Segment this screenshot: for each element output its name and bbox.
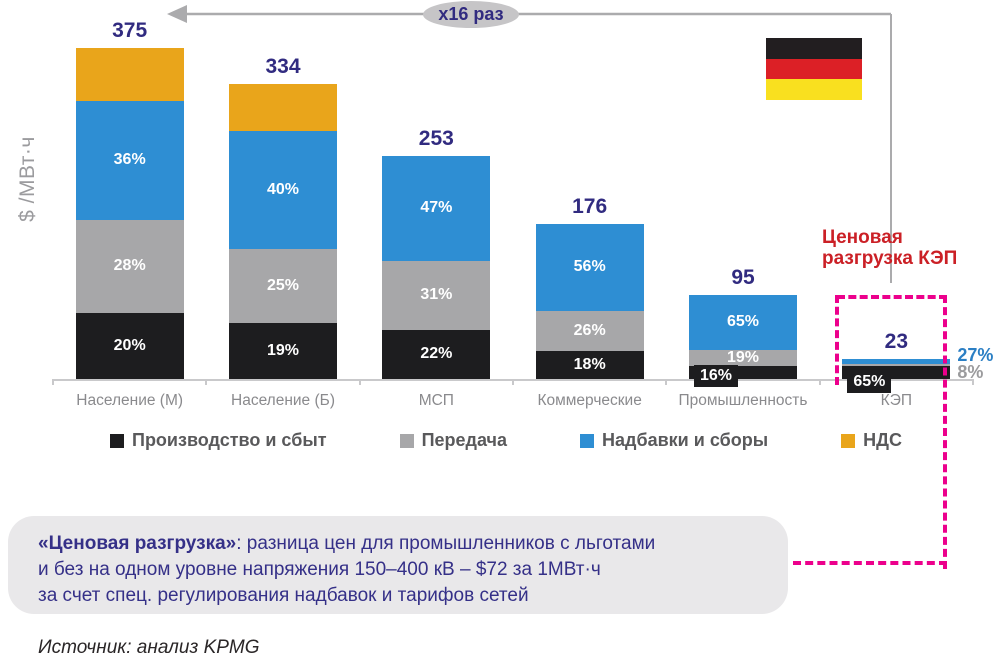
bar-segment <box>229 84 337 132</box>
note-line-1-rest: : разница цен для промышленников с льгот… <box>236 533 656 554</box>
legend-item: Передача <box>399 430 507 451</box>
note-lead: «Ценовая разгрузка» <box>38 533 237 554</box>
x-axis-category-label: Промышленность <box>678 392 808 409</box>
segment-label-badge: 16% <box>694 365 739 387</box>
segment-label: 26% <box>573 321 606 339</box>
legend-label: НДС <box>863 430 902 450</box>
legend-item: Надбавки и сборы <box>580 430 768 451</box>
bar-value-label: 23 <box>884 329 909 353</box>
bar-segment: 47% <box>382 155 491 261</box>
segment-label: 28% <box>113 257 146 275</box>
segment-label: 25% <box>266 277 300 295</box>
legend-item: НДС <box>841 430 902 451</box>
bar-segment: 20% <box>75 312 184 379</box>
legend-label: Надбавки и сборы <box>602 430 769 450</box>
dashed-highlight-right <box>943 295 947 569</box>
bar-segment: 36% <box>75 100 184 221</box>
legend-swatch <box>841 433 856 448</box>
segment-label-right: 27% <box>957 345 994 365</box>
bar-value-label: 334 <box>265 55 301 79</box>
bar-segment: 28% <box>75 220 184 313</box>
bar-value-label: 95 <box>731 266 755 290</box>
bar-segment <box>842 358 951 365</box>
segment-label: 19% <box>266 341 300 359</box>
bar-value-label: 375 <box>112 18 148 42</box>
axis-tick <box>818 379 821 385</box>
dashed-highlight-left <box>835 295 839 385</box>
note-box: «Ценовая разгрузка»: разница цен для про… <box>8 516 788 614</box>
flag-stripe-gold <box>766 79 862 101</box>
bar-segment: 22% <box>382 329 491 379</box>
axis-tick <box>205 379 208 385</box>
flag-stripe-red <box>766 58 862 80</box>
segment-label: 56% <box>573 258 606 276</box>
segment-label: 31% <box>420 286 453 304</box>
axis-tick <box>358 379 361 385</box>
note-text: «Ценовая разгрузка»: разница цен для про… <box>8 516 788 609</box>
segment-label-right: 8% <box>957 362 984 382</box>
x-axis-category-label: Население (Б) <box>231 392 335 409</box>
flag-stripe-black <box>766 38 862 59</box>
bar-segment: 19% <box>689 348 797 366</box>
bar-segment: 56% <box>535 223 644 311</box>
x-axis <box>53 379 973 381</box>
bar-segment: 19% <box>229 322 337 379</box>
note-line-3: за счет спец. регулирования надбавок и т… <box>38 585 529 606</box>
bar-segment: 31% <box>382 260 491 330</box>
segment-label: 65% <box>726 313 760 331</box>
legend: Производство и сбыт Передача Надбавки и сб… <box>110 430 902 451</box>
bar-value-label: 253 <box>418 126 454 150</box>
price-relief-label: Ценовая разгрузка КЭП <box>822 227 958 269</box>
germany-flag-icon <box>766 38 862 101</box>
multiplier-badge: x16 раз <box>423 1 519 28</box>
legend-swatch <box>399 433 414 448</box>
bar-segment: 65% <box>689 295 797 350</box>
legend-item: Производство и сбыт <box>110 430 327 451</box>
segment-label: 20% <box>113 336 146 354</box>
bar-segment: 26% <box>535 310 644 351</box>
axis-tick <box>52 379 54 385</box>
dashed-highlight-top <box>837 295 947 299</box>
bar-segment: 18% <box>535 351 644 379</box>
bar-value-label: 176 <box>572 194 608 218</box>
segment-label-badge: 65% <box>847 371 892 393</box>
note-line-2: и без на одном уровне напряжения 150–400… <box>38 559 601 580</box>
x-axis-category-label: МСП <box>418 392 454 409</box>
segment-label: 18% <box>573 356 606 373</box>
x-axis-category-label: Население (М) <box>76 392 184 409</box>
legend-swatch <box>580 433 595 448</box>
note-line-1: «Ценовая разгрузка»: разница цен для про… <box>38 531 768 557</box>
segment-label: 40% <box>266 181 300 199</box>
x-axis-category-label: Коммерческие <box>537 392 642 409</box>
bar-segment: 40% <box>229 131 337 250</box>
legend-label: Производство и сбыт <box>132 430 327 450</box>
axis-tick <box>972 379 974 385</box>
axis-tick <box>665 379 668 385</box>
axis-tick <box>512 379 514 385</box>
dashed-highlight-bottom <box>793 561 947 565</box>
legend-swatch <box>110 433 124 448</box>
bar-segment <box>75 47 184 101</box>
bar-segment <box>842 364 951 366</box>
multiplier-badge-label: x16 раз <box>438 4 504 24</box>
source-caption: Источник: анализ KPMG <box>38 637 260 658</box>
bar-segment: 25% <box>229 249 337 323</box>
x-axis-category-label: КЭП <box>880 392 912 409</box>
segment-label: 36% <box>113 151 146 169</box>
legend-label: Передача <box>421 430 507 450</box>
segment-label: 22% <box>420 345 453 363</box>
segment-label: 19% <box>726 348 760 366</box>
segment-label: 47% <box>420 199 453 217</box>
y-axis-label: $ /МВт·ч <box>16 136 39 222</box>
